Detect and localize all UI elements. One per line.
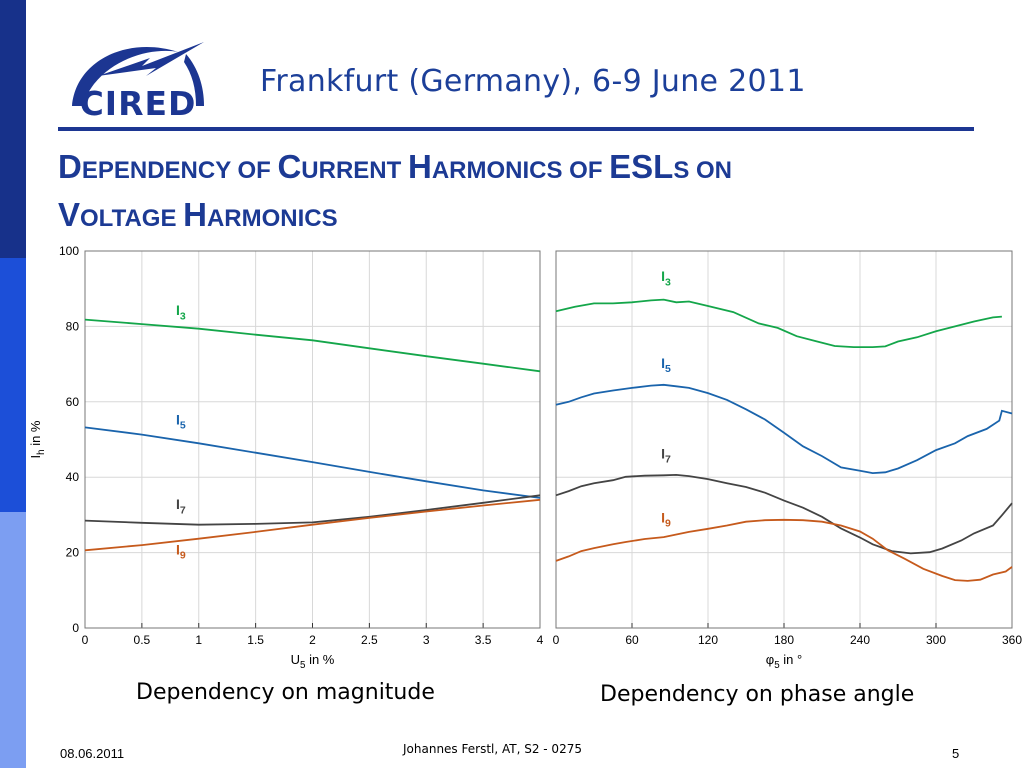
x-tick-label: 180 bbox=[774, 633, 794, 647]
footer-author: Johannes Ferstl, AT, S2 - 0275 bbox=[403, 742, 582, 756]
title-segment: V bbox=[58, 196, 81, 233]
y-axis-label: Ih in % bbox=[28, 420, 47, 458]
title-segment: S ON bbox=[673, 157, 733, 184]
series-line-i5 bbox=[84, 426, 541, 499]
x-tick-label: 1 bbox=[195, 633, 202, 647]
y-tick-label: 60 bbox=[66, 395, 80, 409]
side-color-bar bbox=[0, 0, 26, 768]
y-tick-label: 40 bbox=[66, 470, 80, 484]
series-label-i3: I3 bbox=[176, 302, 186, 322]
series-line-i3 bbox=[84, 318, 541, 373]
page-number: 5 bbox=[952, 746, 960, 761]
title-segment: OLTAGE bbox=[80, 205, 184, 232]
x-tick-label: 240 bbox=[850, 633, 870, 647]
y-tick-label: 0 bbox=[72, 621, 79, 635]
series-line-i3 bbox=[555, 298, 1002, 348]
chart-phase-angle: 0 60 120 180 240 300 360 φ5 in ° I3 I5 I7 I9 bbox=[553, 250, 1022, 671]
title-segment: C bbox=[277, 148, 302, 185]
series-line-i5 bbox=[555, 383, 1013, 475]
x-tick-label: 4 bbox=[537, 633, 544, 647]
x-tick-label: 0.5 bbox=[134, 633, 151, 647]
title-segment: ARMONICS OF bbox=[431, 157, 610, 184]
slide-title-line-2: VOLTAGE HARMONICS bbox=[58, 196, 338, 234]
caption-phase-angle: Dependency on phase angle bbox=[600, 682, 915, 707]
title-segment: H bbox=[183, 196, 207, 233]
x-axis-label: φ5 in ° bbox=[766, 652, 802, 671]
y-tick-label: 80 bbox=[66, 319, 80, 333]
x-tick-label: 60 bbox=[625, 633, 639, 647]
y-tick-label: 100 bbox=[59, 244, 79, 258]
series-label-i5: I5 bbox=[176, 411, 186, 431]
title-segment: ESL bbox=[609, 148, 674, 185]
x-axis-label: U5 in % bbox=[291, 652, 335, 671]
plot-frame bbox=[555, 250, 1013, 629]
title-segment: EPENDENCY OF bbox=[81, 157, 278, 184]
slide-title-line-1: DEPENDENCY OF CURRENT HARMONICS OF ESLS … bbox=[58, 148, 732, 186]
series-line-i7 bbox=[555, 473, 1013, 555]
title-segment: H bbox=[407, 148, 432, 185]
title-segment: URRENT bbox=[301, 157, 408, 184]
x-tick-label: 3.5 bbox=[475, 633, 492, 647]
x-tick-label: 1.5 bbox=[247, 633, 264, 647]
y-tick-label: 20 bbox=[66, 546, 80, 560]
series-line-i9 bbox=[555, 518, 1013, 582]
plot-frame bbox=[84, 250, 541, 629]
x-tick-label: 0 bbox=[82, 633, 89, 647]
x-tick-label: 0 bbox=[553, 633, 560, 647]
series-label-i9: I9 bbox=[661, 509, 671, 529]
x-tick-label: 2 bbox=[309, 633, 316, 647]
footer-date: 08.06.2011 bbox=[60, 746, 125, 761]
x-tick-label: 120 bbox=[698, 633, 718, 647]
series-label-i7: I7 bbox=[661, 445, 671, 465]
x-tick-label: 2.5 bbox=[361, 633, 378, 647]
series-label-i3: I3 bbox=[661, 268, 671, 288]
x-tick-label: 3 bbox=[423, 633, 430, 647]
conference-date-location: Frankfurt (Germany), 6-9 June 2011 bbox=[260, 64, 806, 99]
cired-logo: CIRED bbox=[72, 42, 204, 123]
x-tick-label: 300 bbox=[926, 633, 946, 647]
series-line-i9 bbox=[84, 498, 541, 552]
series-label-i5: I5 bbox=[661, 355, 671, 375]
series-label-i7: I7 bbox=[176, 496, 186, 516]
header-divider bbox=[58, 127, 974, 131]
title-segment: D bbox=[58, 148, 82, 185]
logo-text: CIRED bbox=[80, 84, 197, 123]
title-segment: ARMONICS bbox=[206, 205, 338, 232]
x-tick-label: 360 bbox=[1002, 633, 1022, 647]
caption-magnitude: Dependency on magnitude bbox=[136, 680, 435, 705]
series-line-i7 bbox=[84, 494, 541, 526]
series-label-i9: I9 bbox=[176, 541, 186, 561]
